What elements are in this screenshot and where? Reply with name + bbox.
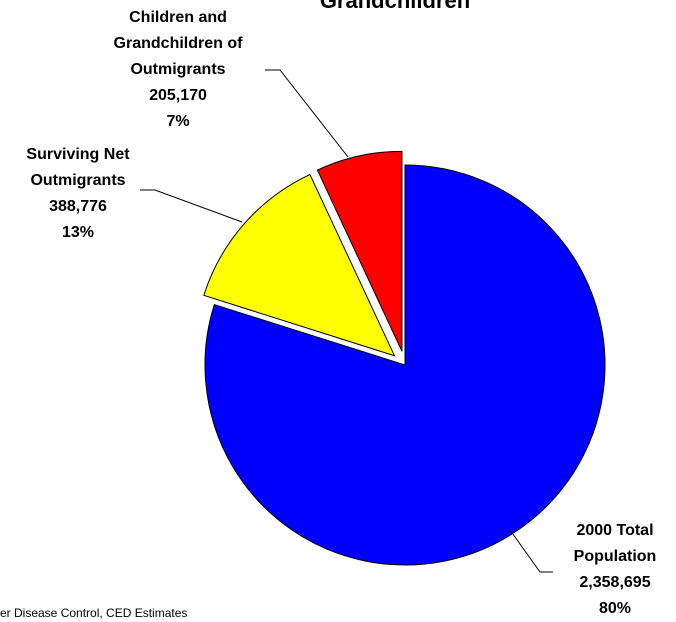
percent-label: 13% <box>61 224 95 241</box>
leader-line <box>265 69 349 158</box>
percent-label: 80% <box>598 600 632 617</box>
category-label: 2000 Total Population <box>573 522 657 565</box>
value-label: 2,358,695 <box>579 574 651 591</box>
category-label: Children and Grandchildren of Outmigrant… <box>113 9 243 78</box>
pie-slice <box>316 150 403 352</box>
category-label: Surviving Net Outmigrants <box>26 146 130 189</box>
pie-slice <box>203 173 396 357</box>
chart-title: Grandchildren <box>320 0 470 13</box>
value-label: 205,170 <box>149 87 207 104</box>
source: er Disease Control, CED Estimates <box>0 606 187 620</box>
pie-slice <box>204 164 606 566</box>
leader-line <box>509 529 553 573</box>
slice-label: Children and Grandchildren of Outmigrant… <box>88 5 268 135</box>
percent-label: 7% <box>166 113 190 130</box>
leader-line <box>140 189 243 223</box>
slice-label: 2000 Total Population 2,358,695 80% <box>520 518 676 622</box>
value-label: 388,776 <box>49 198 107 215</box>
slice-label: Surviving Net Outmigrants 388,776 13% <box>8 142 148 246</box>
